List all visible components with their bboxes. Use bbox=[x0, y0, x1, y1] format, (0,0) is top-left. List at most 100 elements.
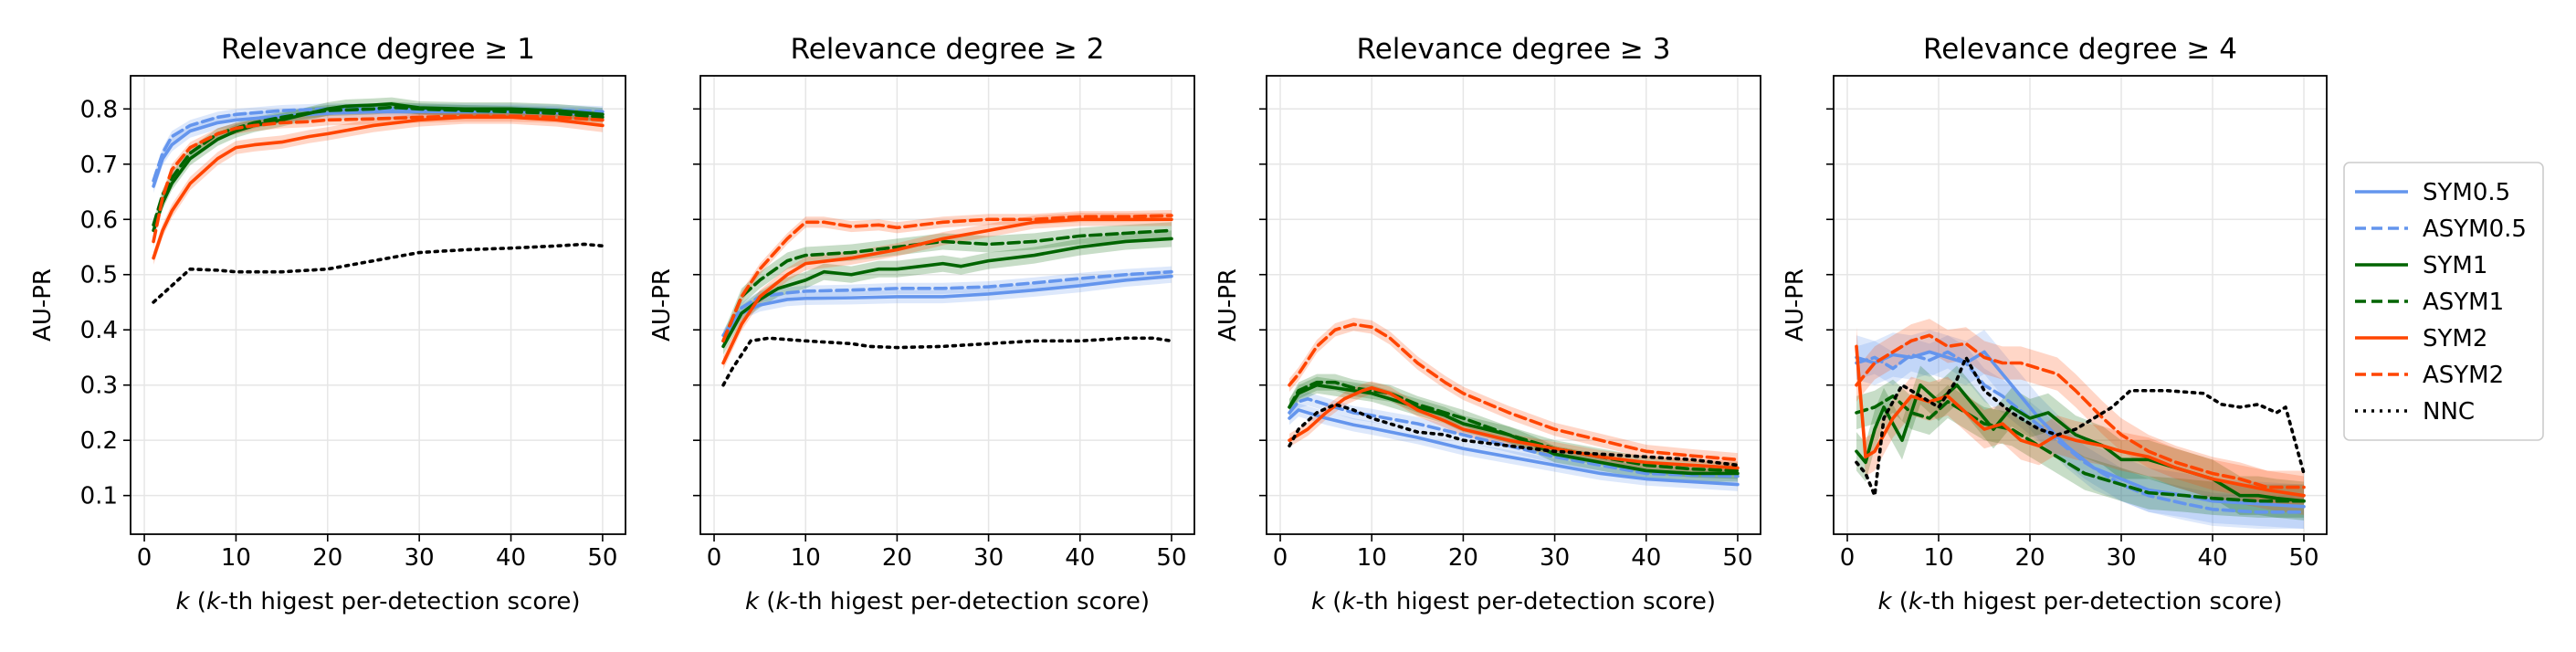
x-axis-label-part: -th higest per-detection score) bbox=[1922, 588, 2283, 615]
plot-area bbox=[1288, 317, 1740, 491]
x-axis-label-part: -th higest per-detection score) bbox=[790, 588, 1151, 615]
plot-area bbox=[721, 209, 1173, 387]
y-tick-label: 0.2 bbox=[80, 427, 118, 455]
x-axis-label: k (k-th higest per-detection score) bbox=[175, 588, 580, 615]
legend-label: ASYM2 bbox=[2423, 362, 2504, 389]
x-axis-label-part: ( bbox=[190, 588, 206, 615]
x-tick-label: 40 bbox=[496, 544, 526, 572]
subplot-title: Relevance degree ≥ 3 bbox=[1357, 33, 1671, 66]
band-asym1 bbox=[153, 101, 603, 231]
y-axis-label: AU-PR bbox=[1782, 268, 1809, 342]
legend-label: SYM0.5 bbox=[2423, 179, 2510, 206]
series-line-asym05 bbox=[1855, 350, 2306, 514]
series-line-asym2 bbox=[1855, 333, 2306, 489]
x-tick-label: 40 bbox=[1631, 544, 1661, 572]
x-tick-label: 20 bbox=[312, 544, 342, 572]
y-axis-label: AU-PR bbox=[648, 268, 676, 342]
series-line-nnc bbox=[152, 242, 605, 304]
series-line-sym1 bbox=[1288, 383, 1740, 476]
series-line-nnc bbox=[721, 336, 1173, 387]
x-axis-label-k: k bbox=[775, 588, 790, 615]
band-sym2 bbox=[1289, 381, 1738, 475]
legend-label: SYM1 bbox=[2423, 252, 2487, 279]
subplot-title: Relevance degree ≥ 1 bbox=[221, 33, 535, 66]
series-line-asym05 bbox=[1288, 397, 1740, 478]
x-tick-label: 40 bbox=[1065, 544, 1095, 572]
x-axis-label-part: -th higest per-detection score) bbox=[1356, 588, 1717, 615]
x-tick-label: 10 bbox=[221, 544, 251, 572]
series-line-sym2 bbox=[1288, 385, 1740, 470]
plot-area bbox=[152, 97, 605, 304]
y-tick-label: 0.5 bbox=[80, 262, 118, 289]
x-tick-label: 40 bbox=[2197, 544, 2227, 572]
series-line-sym05 bbox=[1288, 408, 1740, 487]
series-line-asym1 bbox=[152, 105, 605, 227]
x-axis-label-k: k bbox=[1311, 588, 1326, 615]
x-tick-label: 20 bbox=[882, 544, 912, 572]
x-axis-label-part: -th higest per-detection score) bbox=[220, 588, 581, 615]
band-sym2 bbox=[723, 212, 1172, 370]
x-axis-label-k: k bbox=[1908, 588, 1923, 615]
legend-label: ASYM0.5 bbox=[2423, 216, 2527, 243]
legend-label: SYM2 bbox=[2423, 325, 2487, 352]
x-axis-label-k: k bbox=[745, 588, 760, 615]
x-tick-label: 0 bbox=[707, 544, 722, 572]
subplot-title: Relevance degree ≥ 2 bbox=[791, 33, 1105, 66]
x-tick-label: 30 bbox=[2106, 544, 2136, 572]
x-tick-label: 10 bbox=[791, 544, 821, 572]
x-axis-label-part: ( bbox=[1892, 588, 1908, 615]
band-asym2 bbox=[1289, 317, 1738, 467]
x-axis-label-k: k bbox=[206, 588, 221, 615]
series-line-nnc bbox=[1288, 403, 1740, 468]
x-tick-label: 50 bbox=[587, 544, 617, 572]
x-tick-label: 10 bbox=[1357, 544, 1387, 572]
series-line-asym2 bbox=[152, 114, 605, 244]
series-line-sym2 bbox=[721, 217, 1173, 365]
x-axis-label-k: k bbox=[1341, 588, 1356, 615]
x-axis-label-k: k bbox=[175, 588, 190, 615]
legend-label: ASYM1 bbox=[2423, 289, 2504, 316]
series-line-sym2 bbox=[1855, 344, 2306, 498]
axes-frame bbox=[699, 75, 1195, 535]
series-line-sym1 bbox=[721, 237, 1173, 349]
y-axis-label: AU-PR bbox=[29, 268, 57, 342]
x-tick-label: 50 bbox=[1722, 544, 1752, 572]
x-axis-label-part: ( bbox=[759, 588, 775, 615]
plot-area bbox=[1855, 319, 2306, 529]
band-asym05 bbox=[1289, 392, 1738, 483]
series-line-asym1 bbox=[721, 228, 1173, 343]
x-tick-label: 30 bbox=[973, 544, 1004, 572]
x-tick-label: 30 bbox=[405, 544, 435, 572]
legend-frame bbox=[2343, 162, 2544, 441]
x-axis-label: k (k-th higest per-detection score) bbox=[745, 588, 1150, 615]
x-tick-label: 50 bbox=[1156, 544, 1186, 572]
x-axis-label-part: ( bbox=[1325, 588, 1341, 615]
y-tick-label: 0.7 bbox=[80, 152, 118, 179]
y-tick-label: 0.3 bbox=[80, 373, 118, 400]
series-line-asym2 bbox=[1288, 322, 1740, 462]
x-axis-label: k (k-th higest per-detection score) bbox=[1877, 588, 2282, 615]
x-tick-label: 20 bbox=[1448, 544, 1478, 572]
x-tick-label: 10 bbox=[1923, 544, 1953, 572]
subplot-1: 0 10 20 30 40 50 0.1 0.2 0.3 0.4 0.5 0.6 0.7 0.8 Relev… bbox=[29, 33, 626, 615]
series-line-asym1 bbox=[1855, 394, 2306, 503]
y-tick-label: 0.4 bbox=[80, 317, 118, 344]
legend: SYM0.5 ASYM0.5 SYM1 ASYM1 SYM2 ASYM2 NNC bbox=[2343, 162, 2544, 441]
x-tick-label: 30 bbox=[1540, 544, 1570, 572]
series-line-asym2 bbox=[721, 214, 1173, 343]
axes-frame bbox=[1833, 75, 2328, 535]
band-sym1 bbox=[1856, 365, 2304, 521]
series-line-nnc bbox=[1855, 355, 2306, 498]
x-axis-label: k (k-th higest per-detection score) bbox=[1311, 588, 1716, 615]
x-tick-label: 0 bbox=[1840, 544, 1856, 572]
x-tick-label: 0 bbox=[1273, 544, 1288, 572]
x-axis-label-k: k bbox=[1877, 588, 1892, 615]
legend-label: NNC bbox=[2423, 398, 2475, 426]
subplot-title: Relevance degree ≥ 4 bbox=[1923, 33, 2237, 66]
x-tick-label: 0 bbox=[137, 544, 152, 572]
y-axis-label: AU-PR bbox=[1214, 268, 1242, 342]
y-tick-label: 0.6 bbox=[80, 206, 118, 234]
